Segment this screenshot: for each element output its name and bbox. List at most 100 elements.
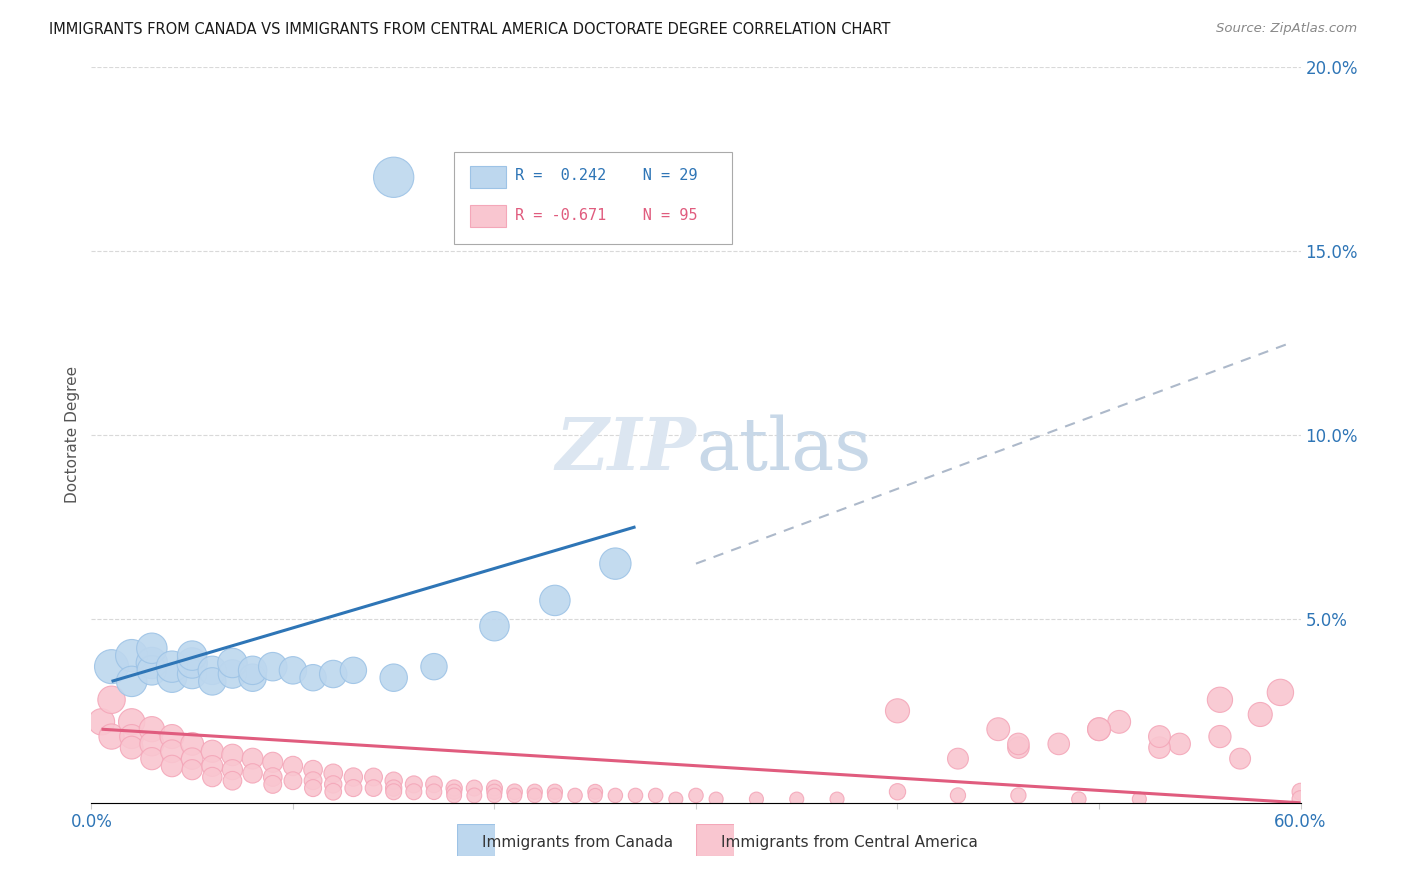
Text: R =  0.242    N = 29: R = 0.242 N = 29: [515, 169, 697, 184]
Point: [484, 207, 506, 221]
Point: [745, 792, 768, 806]
Point: [443, 781, 465, 796]
Point: [201, 664, 224, 678]
Point: [1047, 737, 1070, 751]
Point: [1168, 737, 1191, 751]
Point: [382, 785, 405, 799]
Point: [946, 789, 969, 803]
Point: [201, 759, 224, 773]
Point: [121, 730, 143, 744]
Point: [1067, 792, 1090, 806]
Point: [484, 785, 506, 799]
Point: [201, 674, 224, 689]
Point: [382, 170, 405, 185]
Point: [302, 781, 325, 796]
Point: [221, 763, 243, 777]
Y-axis label: Doctorate Degree: Doctorate Degree: [65, 367, 80, 503]
Point: [302, 773, 325, 788]
Point: [484, 789, 506, 803]
Point: [201, 744, 224, 758]
Point: [1270, 685, 1292, 699]
Point: [605, 557, 627, 571]
Point: [281, 773, 304, 788]
Point: [342, 770, 364, 784]
Point: [181, 667, 204, 681]
Point: [382, 773, 405, 788]
Point: [242, 751, 264, 765]
Point: [544, 785, 567, 799]
Point: [402, 785, 425, 799]
Point: [443, 785, 465, 799]
FancyBboxPatch shape: [454, 152, 733, 244]
Point: [1007, 789, 1029, 803]
Point: [987, 723, 1010, 737]
Point: [423, 659, 446, 673]
Point: [1209, 730, 1232, 744]
Point: [1128, 792, 1150, 806]
Point: [201, 770, 224, 784]
Point: [141, 664, 163, 678]
Point: [644, 789, 666, 803]
Point: [886, 704, 908, 718]
Point: [181, 656, 204, 670]
Point: [322, 785, 344, 799]
Text: Source: ZipAtlas.com: Source: ZipAtlas.com: [1216, 22, 1357, 36]
Point: [100, 659, 122, 673]
Point: [503, 789, 526, 803]
Text: ZIP: ZIP: [555, 414, 696, 485]
Point: [302, 671, 325, 685]
Point: [463, 781, 485, 796]
Point: [160, 659, 183, 673]
Point: [281, 664, 304, 678]
Point: [402, 777, 425, 791]
Point: [583, 789, 606, 803]
Point: [1007, 740, 1029, 755]
Point: [221, 773, 243, 788]
Point: [322, 766, 344, 780]
Text: IMMIGRANTS FROM CANADA VS IMMIGRANTS FROM CENTRAL AMERICA DOCTORATE DEGREE CORRE: IMMIGRANTS FROM CANADA VS IMMIGRANTS FRO…: [49, 22, 890, 37]
Point: [1149, 730, 1171, 744]
Point: [322, 667, 344, 681]
Point: [160, 671, 183, 685]
Text: Immigrants from Central America: Immigrants from Central America: [721, 836, 979, 850]
Point: [121, 740, 143, 755]
Point: [141, 723, 163, 737]
Point: [141, 656, 163, 670]
Point: [484, 619, 506, 633]
Point: [382, 671, 405, 685]
Point: [1289, 785, 1312, 799]
Point: [544, 789, 567, 803]
Point: [523, 785, 546, 799]
Point: [342, 664, 364, 678]
Bar: [470, 166, 506, 187]
Point: [544, 593, 567, 607]
Point: [886, 785, 908, 799]
Point: [1088, 723, 1111, 737]
Point: [825, 792, 848, 806]
Point: [100, 730, 122, 744]
Point: [262, 777, 284, 791]
Point: [443, 789, 465, 803]
Point: [523, 789, 546, 803]
Point: [1249, 707, 1271, 722]
Point: [302, 763, 325, 777]
Point: [685, 789, 707, 803]
Bar: [470, 205, 506, 227]
Point: [363, 770, 385, 784]
Point: [423, 777, 446, 791]
Point: [503, 785, 526, 799]
Point: [786, 792, 808, 806]
Point: [141, 737, 163, 751]
Point: [363, 781, 385, 796]
Point: [262, 770, 284, 784]
Point: [1209, 692, 1232, 706]
Point: [100, 692, 122, 706]
Point: [583, 785, 606, 799]
Point: [704, 792, 727, 806]
Point: [1229, 751, 1251, 765]
Point: [141, 751, 163, 765]
Point: [221, 747, 243, 762]
Point: [242, 664, 264, 678]
Point: [262, 756, 284, 770]
Point: [242, 671, 264, 685]
